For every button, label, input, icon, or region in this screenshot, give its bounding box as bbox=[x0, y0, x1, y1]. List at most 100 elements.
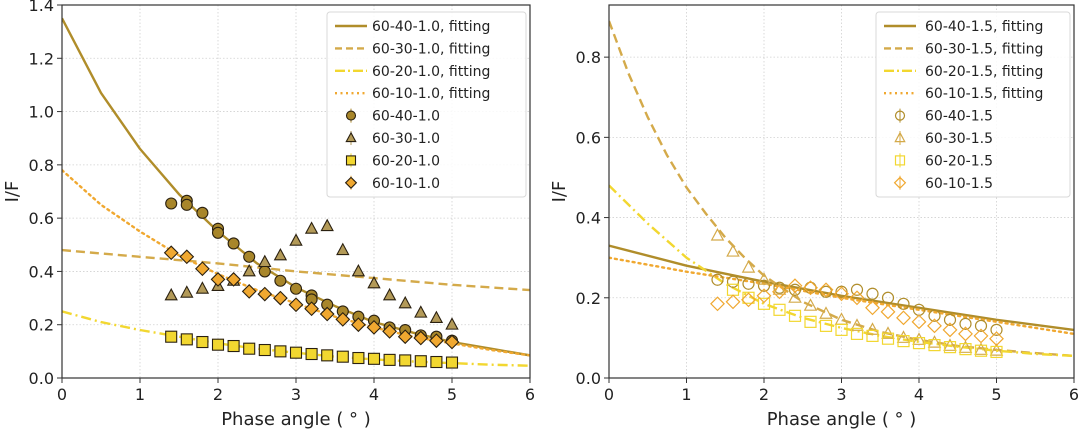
data-point bbox=[865, 322, 880, 335]
data-point bbox=[196, 335, 209, 349]
data-point bbox=[974, 344, 988, 357]
data-point bbox=[818, 282, 834, 298]
data-point bbox=[241, 284, 257, 299]
data-point bbox=[788, 309, 802, 322]
x-tick-label: 2 bbox=[213, 385, 223, 404]
data-point bbox=[336, 350, 349, 363]
series-60-10-1.5 bbox=[710, 278, 1004, 347]
data-point bbox=[179, 249, 195, 265]
y-tick-label: 0.4 bbox=[576, 209, 601, 228]
data-point bbox=[429, 333, 444, 349]
data-point bbox=[819, 319, 833, 332]
data-point bbox=[335, 312, 351, 327]
data-point bbox=[274, 345, 287, 358]
data-point bbox=[289, 282, 303, 295]
fit-line-60-30-1.0 bbox=[62, 248, 530, 292]
x-tick-label: 3 bbox=[291, 385, 301, 404]
y-tick-label: 0.2 bbox=[29, 316, 54, 335]
data-point bbox=[881, 332, 895, 345]
data-point bbox=[943, 338, 957, 351]
chart-panel-left: 0 1 2 3 4 5 6 0.0 0.2 0.4 0.6 0.8 1.0 1.2 1.4 Phase ang… bbox=[2, 0, 535, 430]
legend-label: 60-40-1.5 bbox=[925, 109, 993, 125]
x-tick-label: 1 bbox=[135, 385, 145, 404]
data-point bbox=[834, 312, 849, 325]
x-tick-label: 0 bbox=[604, 385, 614, 404]
legend-label: 60-40-1.5, fitting bbox=[925, 19, 1043, 35]
data-point bbox=[974, 342, 988, 355]
x-tick-label: 3 bbox=[836, 385, 846, 404]
legend: 60-40-1.5, fitting 60-30-1.5, fitting 60-2… bbox=[875, 11, 1071, 198]
data-point bbox=[211, 226, 225, 239]
legend: 60-40-1.0, fitting 60-30-1.0, fitting 60-2… bbox=[326, 11, 527, 198]
data-point bbox=[819, 306, 833, 319]
series-60-20-1.5 bbox=[726, 283, 1003, 359]
x-tick-label: 5 bbox=[447, 385, 457, 404]
data-point bbox=[257, 286, 273, 302]
data-point bbox=[164, 287, 178, 301]
data-point bbox=[163, 245, 179, 261]
data-point bbox=[788, 283, 802, 296]
data-point bbox=[803, 298, 818, 311]
data-point bbox=[413, 330, 429, 346]
data-point bbox=[414, 305, 428, 318]
data-point bbox=[367, 352, 381, 365]
y-tick-label: 0.8 bbox=[29, 156, 54, 175]
legend-marker bbox=[893, 176, 907, 190]
x-tick-label: 2 bbox=[759, 385, 769, 404]
data-point bbox=[772, 284, 787, 300]
data-point bbox=[725, 294, 741, 310]
data-point bbox=[382, 287, 397, 301]
data-point bbox=[742, 277, 755, 290]
data-point bbox=[866, 329, 879, 342]
data-point bbox=[911, 314, 927, 330]
data-point bbox=[866, 287, 879, 300]
data-point bbox=[880, 304, 896, 320]
data-point bbox=[943, 313, 957, 326]
legend-label: 60-30-1.5 bbox=[925, 131, 993, 147]
data-point bbox=[928, 309, 941, 322]
legend-marker bbox=[894, 131, 906, 143]
y-tick-label: 0.0 bbox=[576, 369, 601, 388]
data-point bbox=[351, 317, 366, 333]
data-point bbox=[803, 280, 818, 296]
data-point bbox=[165, 197, 178, 210]
data-point bbox=[912, 332, 926, 345]
data-point bbox=[258, 265, 271, 278]
series-60-10-1.0 bbox=[163, 245, 460, 350]
legend-box bbox=[875, 11, 1071, 198]
data-point bbox=[710, 228, 725, 241]
legend-label: 60-20-1.5, fitting bbox=[925, 64, 1043, 80]
legend-label: 60-10-1.5 bbox=[925, 176, 993, 192]
data-point bbox=[989, 331, 1004, 347]
y-tick-label: 1.4 bbox=[29, 0, 54, 15]
data-point bbox=[242, 263, 256, 277]
data-point bbox=[881, 291, 895, 304]
y-tick-label: 1.2 bbox=[29, 49, 54, 68]
fit-line-60-20-1.5 bbox=[609, 184, 1074, 358]
data-point bbox=[304, 301, 319, 317]
data-point bbox=[773, 303, 786, 316]
x-tick-label: 0 bbox=[57, 385, 67, 404]
legend-label: 60-30-1.0 bbox=[372, 131, 440, 147]
data-point bbox=[959, 343, 972, 356]
data-point bbox=[726, 275, 740, 288]
data-point bbox=[973, 328, 989, 344]
data-point bbox=[165, 330, 178, 343]
legend-label: 60-10-1.0, fitting bbox=[372, 86, 490, 102]
x-tick-label: 5 bbox=[991, 385, 1001, 404]
data-point bbox=[756, 288, 772, 304]
data-point bbox=[304, 221, 319, 234]
legend-label: 60-30-1.5, fitting bbox=[925, 41, 1043, 57]
series-60-30-1.0 bbox=[164, 218, 459, 330]
data-point bbox=[896, 330, 911, 343]
data-point bbox=[927, 318, 942, 334]
data-point bbox=[289, 233, 303, 246]
x-tick-label: 4 bbox=[914, 385, 924, 404]
data-point bbox=[445, 317, 459, 330]
data-point bbox=[835, 323, 848, 336]
legend-label: 60-10-1.5, fitting bbox=[925, 86, 1043, 102]
data-point bbox=[352, 351, 365, 365]
data-point bbox=[819, 285, 833, 298]
data-point bbox=[351, 263, 366, 277]
data-point bbox=[865, 300, 880, 316]
